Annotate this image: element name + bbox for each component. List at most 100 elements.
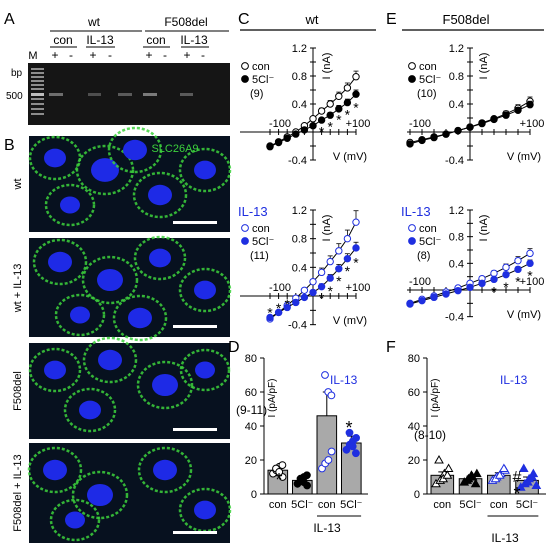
data-point [321,371,329,379]
significance-star: * [276,300,282,316]
data-point [309,115,317,123]
panel-f-il13: IL-13 [500,373,528,387]
data-point [470,478,481,488]
data-point [348,442,357,451]
category-label: 5Cl⁻ [516,499,539,511]
cell-nucleus [123,139,147,161]
y-tick-label: 0 [414,489,420,501]
scale-bar-2 [173,325,217,328]
data-point [442,130,450,138]
cell-membrane [179,348,231,392]
data-point [454,286,462,295]
category-label: con [318,499,336,511]
cell-nucleus [152,373,178,397]
data-point [514,265,522,274]
category-label: con [433,499,451,511]
data-point [499,463,509,472]
data-point [278,461,287,470]
y-tick-label: 0.8 [292,71,307,83]
data-point [352,218,360,226]
n-label: (8) [417,250,430,262]
data-point [326,100,334,108]
y-tick-label: 0.4 [449,99,464,111]
cell-membrane [137,446,193,494]
data-point [274,138,283,147]
data-point [343,98,352,107]
x-tick-label: -100 [269,118,291,130]
y-tick-label: 0.8 [449,71,464,83]
panel-f-n: (8-10) [414,428,446,442]
cell-membrane [32,238,88,286]
gel-group-f508del: F508del [164,15,207,29]
data-point [434,454,444,464]
data-point [317,107,326,115]
iv-chart-wt-control: -100 +100 -0.4 0.4 0.8 1.2 V (mV) I (nA) con5Cl⁻… [240,43,370,167]
legend-label: con [419,223,437,235]
legend-label: con [252,61,270,73]
data-point [352,434,361,442]
cell-membrane [54,293,106,337]
significance-star: * [353,254,359,270]
data-point [418,296,426,305]
panel-d-n: (9-11) [236,403,267,417]
legend-marker [241,224,249,232]
data-point [442,290,450,298]
data-point [335,265,343,273]
micro-cells [27,126,232,542]
data-point [502,111,510,119]
bar [316,415,338,495]
micro-stain-label: SLC26A9 [151,143,198,155]
y-tick-label: 0.8 [292,234,307,246]
data-point [531,480,542,489]
panel-f-letter: F [386,339,396,356]
cell-nucleus [153,459,177,481]
category-label: 5Cl⁻ [340,499,363,511]
data-point [266,143,274,151]
cell-membrane [133,235,187,281]
significance-star: * [284,296,290,312]
cell-membrane [136,360,194,410]
y-tick-label: 60 [245,387,257,399]
data-point [494,470,505,479]
y-axis-label: I (nA) [478,53,490,80]
legend-label: 5Cl⁻ [419,236,442,248]
panel-f-bracket-label: IL-13 [491,531,519,545]
data-point [266,313,274,322]
legend-marker [408,75,416,83]
data-point [352,244,360,252]
data-point [352,449,360,458]
iv-chart-f508del-il13: -100 +100 -0.4 0.4 0.8 1.2 V (mV) I (nA) con5Cl⁻… [406,205,544,324]
significance-star: * [319,123,325,139]
y-tick-label: 0.4 [292,262,307,274]
data-point [335,105,343,113]
significance-star: * [353,100,359,116]
significance-star: * [327,283,333,299]
gel-cond-f508-il13: IL-13 [180,33,208,47]
y-axis-label: I (nA) [321,53,333,80]
data-point [526,259,534,268]
data-point [490,115,498,124]
data-point [324,456,333,464]
y-tick-label: 1.2 [292,205,307,217]
data-point [326,257,334,266]
data-point [442,470,453,479]
y-axis-label: I (pA/pF) [430,379,441,418]
n-label: (9) [250,88,263,100]
x-axis-label: V (mV) [333,315,367,327]
panel-b: B SLC26A9 wt wt + IL-13 F508del F508del … [4,126,232,543]
category-label: con [490,499,508,511]
data-point [466,283,474,292]
legend-marker [408,224,416,232]
legend-marker [241,237,249,245]
legend-marker [241,75,249,83]
cell-membrane [71,470,129,520]
y-tick-label: -0.4 [288,155,307,167]
data-point [299,478,308,487]
y-tick-label: 20 [245,455,257,467]
x-tick-label: +100 [520,118,545,130]
cell-nucleus [48,251,72,273]
y-tick-label: 20 [408,455,420,467]
cell-membrane [27,446,83,494]
legend-marker [241,62,249,70]
